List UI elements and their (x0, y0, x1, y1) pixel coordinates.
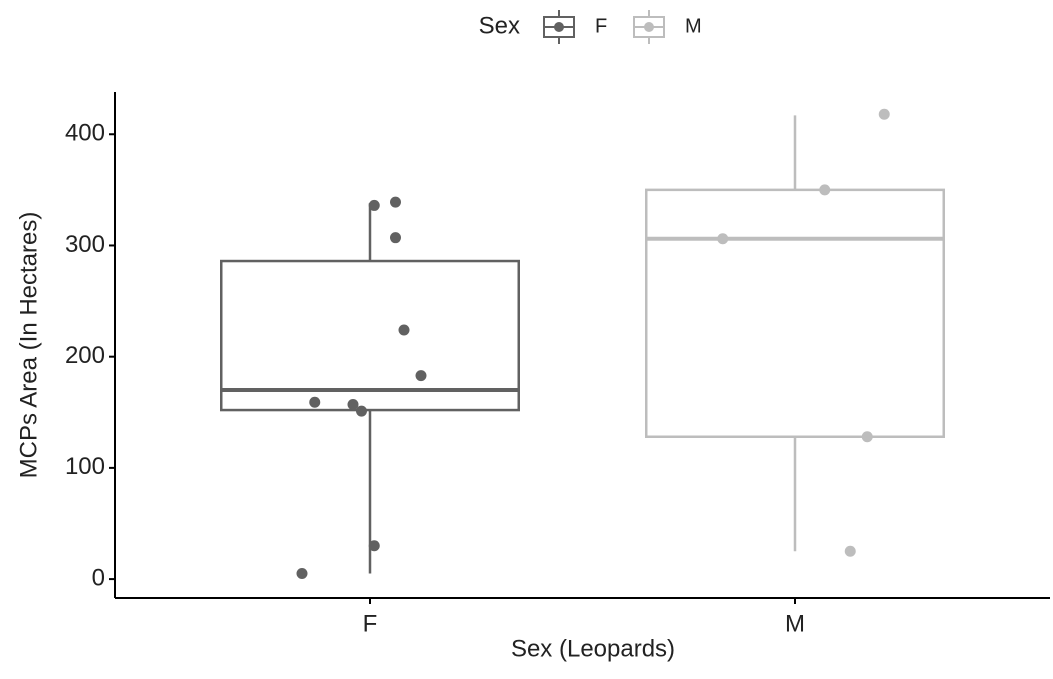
point (368, 199, 380, 211)
legend-label: F (595, 15, 607, 37)
y-tick-label: 400 (65, 120, 105, 147)
point (861, 431, 873, 443)
y-tick-label: 200 (65, 342, 105, 369)
x-tick-label: F (363, 610, 378, 637)
box (220, 259, 520, 412)
point (309, 396, 321, 408)
point (356, 405, 367, 417)
point (819, 184, 831, 196)
y-tick-label: 100 (65, 453, 105, 480)
point (390, 232, 401, 244)
legend-key-point (644, 22, 654, 32)
point (398, 324, 410, 336)
legend-key-point (554, 22, 564, 32)
point (368, 540, 380, 552)
x-tick-label: M (785, 610, 805, 637)
legend-title: Sex (479, 12, 520, 39)
point (347, 398, 359, 410)
point (390, 196, 401, 208)
point (415, 370, 427, 382)
point (878, 108, 890, 120)
y-tick-label: 300 (65, 231, 105, 258)
x-axis-label: Sex (Leopards) (511, 635, 675, 662)
box (645, 188, 945, 438)
y-axis-label: MCPs Area (In Hectares) (15, 212, 42, 479)
point (844, 545, 856, 557)
y-tick-label: 0 (92, 564, 105, 591)
point (296, 568, 308, 580)
legend-label: M (685, 15, 702, 37)
point (717, 233, 729, 245)
